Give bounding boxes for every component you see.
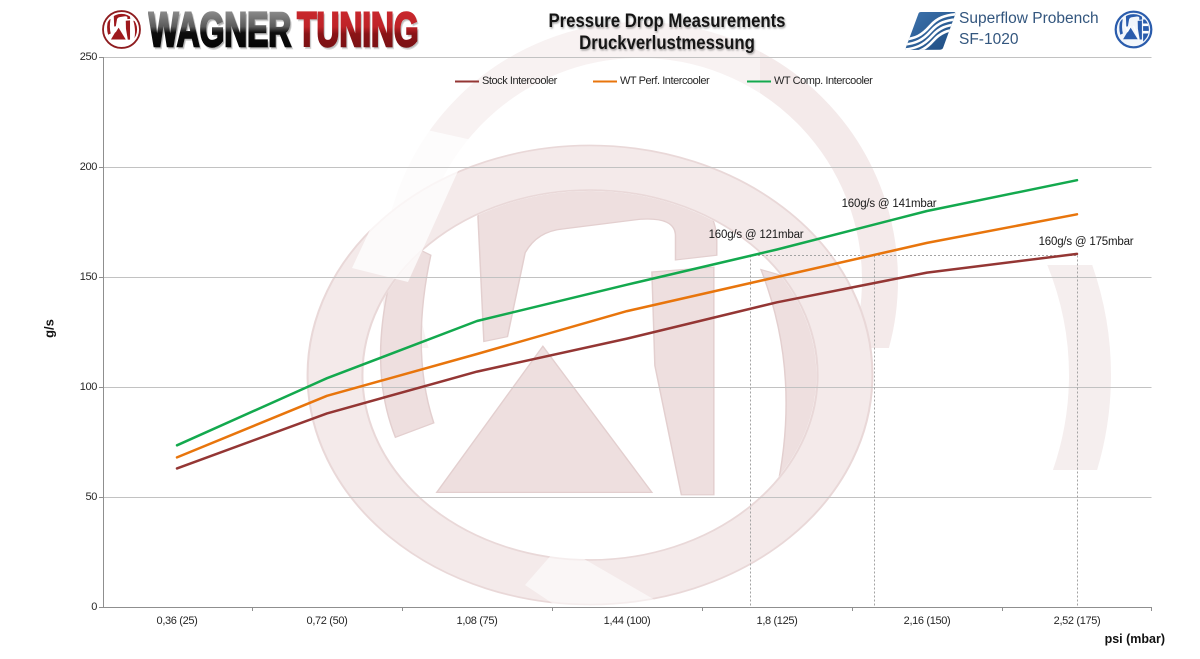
svg-text:TUNING: TUNING (297, 2, 418, 52)
svg-text:WAGNER: WAGNER (150, 4, 293, 52)
svg-text:WAGNER: WAGNER (149, 2, 292, 52)
svg-text:TUNING: TUNING (298, 4, 419, 52)
